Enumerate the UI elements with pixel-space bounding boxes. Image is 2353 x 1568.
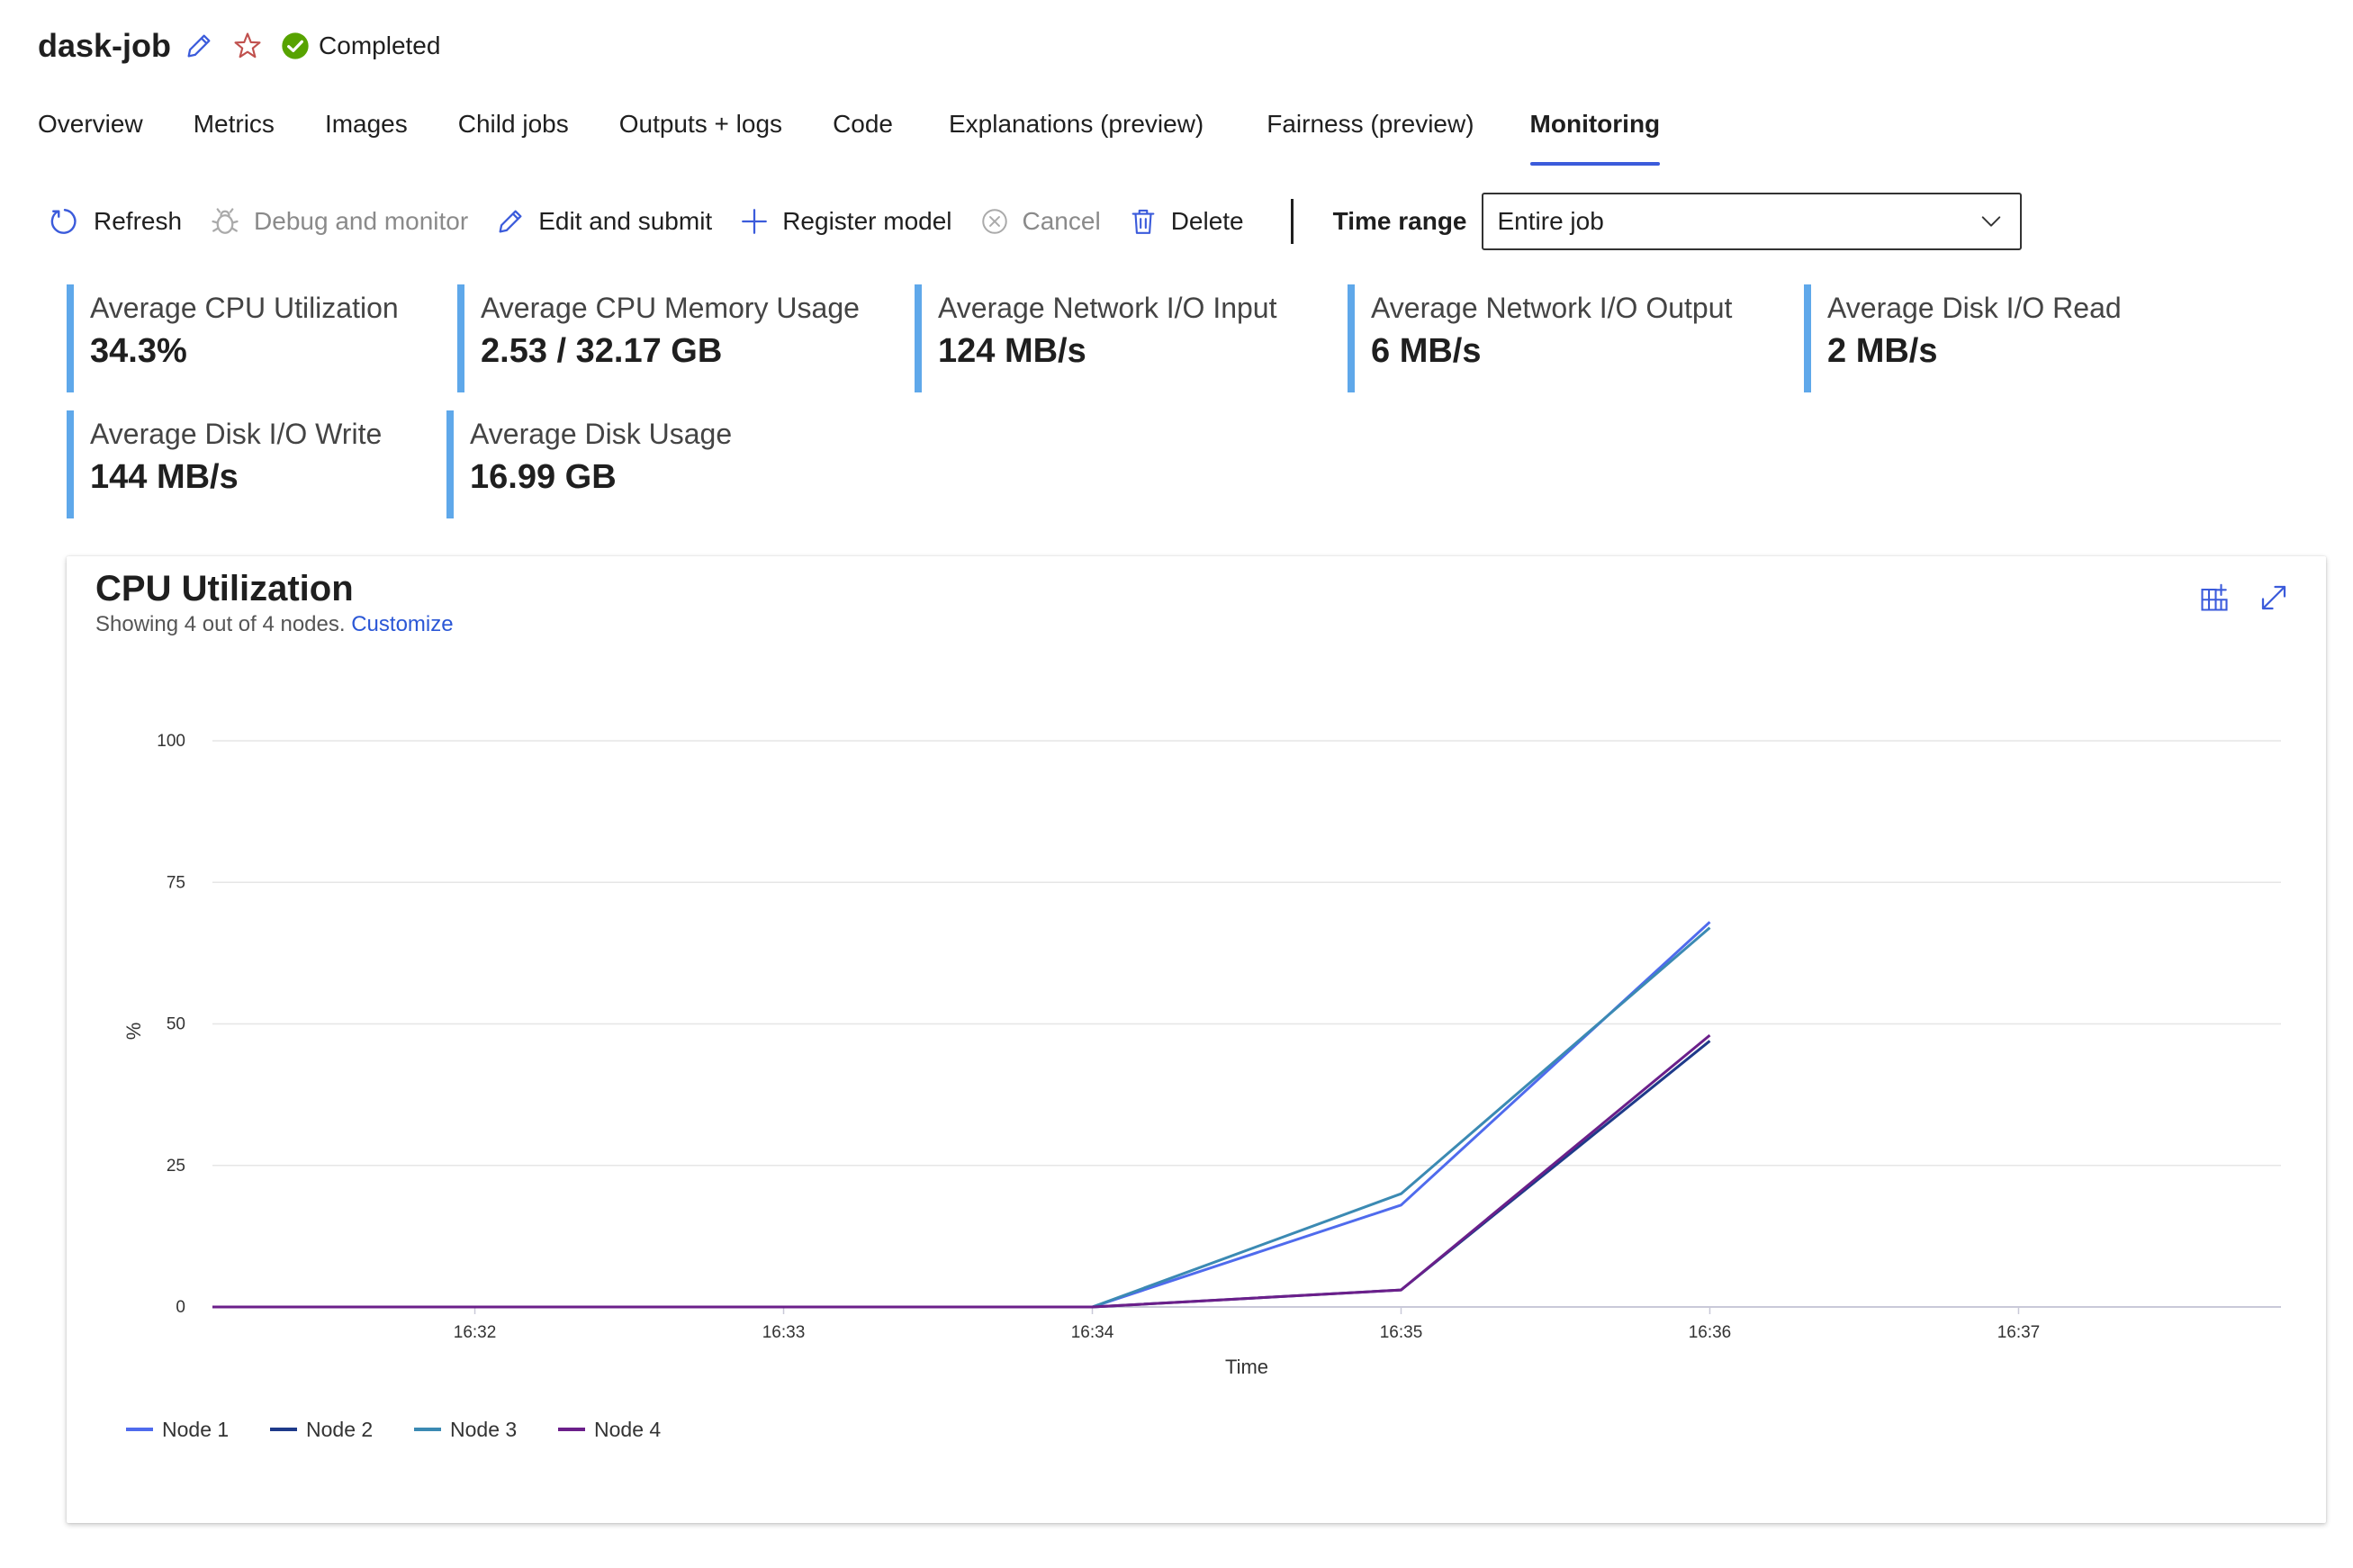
- trash-icon: [1131, 209, 1155, 234]
- metric-label: Average Disk I/O Write: [90, 418, 383, 450]
- time-range-value: Entire job: [1497, 207, 1604, 235]
- cpu-utilization-chart: 0 25 50 75 100 16:32 16:33 16:34 16:35 16:36 16:37…: [122, 732, 2281, 1441]
- metric-label: Average Network I/O Output: [1371, 292, 1733, 324]
- legend-label: Node 1: [162, 1418, 229, 1441]
- metric-label: Average Disk Usage: [470, 418, 733, 450]
- legend-label: Node 3: [450, 1418, 517, 1441]
- card-actions: [2198, 581, 2290, 614]
- plus-icon: [742, 209, 768, 234]
- metric-disk-read: Average Disk I/O Read 2 MB/s: [1804, 284, 2122, 392]
- metric-label: Average Network I/O Input: [938, 292, 1277, 324]
- metric-cpu-memory: Average CPU Memory Usage 2.53 / 32.17 GB: [457, 284, 860, 392]
- status-text: Completed: [319, 32, 441, 59]
- tab-metrics[interactable]: Metrics: [193, 110, 275, 138]
- check-circle-icon: [282, 32, 309, 59]
- y-tick-label: 75: [167, 873, 185, 892]
- register-model-button[interactable]: Register model: [739, 206, 952, 237]
- legend-label: Node 2: [306, 1418, 373, 1441]
- tab-explanations[interactable]: Explanations (preview): [949, 110, 1204, 138]
- metric-label: Average CPU Utilization: [90, 292, 399, 324]
- tab-fairness[interactable]: Fairness (preview): [1267, 110, 1474, 138]
- y-tick-label: 100: [157, 732, 185, 751]
- x-tick-label: 16:36: [1689, 1323, 1732, 1342]
- refresh-button[interactable]: Refresh: [49, 205, 182, 238]
- metric-value: 2 MB/s: [1827, 332, 1938, 370]
- y-tick-label: 50: [167, 1015, 185, 1034]
- command-bar: Refresh Debug and monitor Edit and submi…: [49, 193, 2022, 250]
- time-range-label: Time range: [1332, 207, 1467, 235]
- metric-value: 124 MB/s: [938, 332, 1086, 370]
- nodes-count-text: Showing 4 out of 4 nodes.: [95, 612, 346, 636]
- metric-label: Average Disk I/O Read: [1827, 292, 2122, 324]
- metric-value: 34.3%: [90, 332, 187, 370]
- metric-disk-write: Average Disk I/O Write 144 MB/s: [67, 410, 382, 518]
- x-tick-label: 16:34: [1071, 1323, 1114, 1342]
- cancel-circle-icon: [981, 209, 1007, 234]
- metric-network-output: Average Network I/O Output 6 MB/s: [1348, 284, 1732, 392]
- metric-label: Average CPU Memory Usage: [481, 292, 860, 324]
- chart-title: CPU Utilization: [95, 569, 354, 608]
- chevron-down-icon: [1981, 216, 2000, 227]
- tab-code[interactable]: Code: [833, 110, 893, 138]
- chart-subtitle: Showing 4 out of 4 nodes. Customize: [95, 612, 454, 637]
- expand-icon[interactable]: [2258, 581, 2290, 614]
- metric-value: 6 MB/s: [1371, 332, 1482, 370]
- metric-network-input: Average Network I/O Input 124 MB/s: [915, 284, 1276, 392]
- favorite-star-icon[interactable]: [232, 31, 263, 61]
- metric-value: 144 MB/s: [90, 458, 239, 496]
- delete-button[interactable]: Delete: [1128, 206, 1244, 237]
- delete-label: Delete: [1170, 207, 1244, 235]
- tab-child-jobs[interactable]: Child jobs: [457, 110, 569, 138]
- time-range-dropdown[interactable]: Entire job: [1481, 193, 2022, 250]
- customize-link[interactable]: Customize: [351, 612, 454, 636]
- x-tick-label: 16:33: [762, 1323, 806, 1342]
- status-badge: Completed: [281, 32, 440, 60]
- refresh-label: Refresh: [94, 207, 183, 235]
- x-tick-label: 16:37: [1997, 1323, 2041, 1342]
- toolbar-divider: [1290, 199, 1294, 244]
- job-title: dask-job: [38, 27, 172, 64]
- debug-monitor-label: Debug and monitor: [254, 207, 469, 235]
- series-line-node-2: [212, 1040, 1711, 1309]
- edit-submit-label: Edit and submit: [538, 207, 713, 235]
- legend-label: Node 4: [594, 1418, 661, 1441]
- refresh-icon: [50, 209, 77, 234]
- metric-value: 2.53 / 32.17 GB: [481, 332, 723, 370]
- bug-icon: [212, 208, 239, 234]
- y-tick-label: 25: [167, 1157, 185, 1176]
- cancel-button[interactable]: Cancel: [979, 206, 1101, 237]
- edit-submit-button[interactable]: Edit and submit: [495, 206, 712, 237]
- add-to-dashboard-icon[interactable]: [2198, 581, 2231, 614]
- register-model-label: Register model: [782, 207, 952, 235]
- y-tick-label: 0: [176, 1298, 185, 1317]
- edit-name-icon[interactable]: [184, 31, 214, 61]
- series-line-node-1: [212, 921, 1711, 1309]
- x-axis-title: Time: [1225, 1356, 1268, 1378]
- series-line-node-3: [212, 926, 1711, 1309]
- tab-overview[interactable]: Overview: [38, 110, 143, 138]
- metric-disk-usage: Average Disk Usage 16.99 GB: [446, 410, 732, 518]
- x-tick-label: 16:32: [454, 1323, 497, 1342]
- series-line-node-4: [212, 1033, 1711, 1309]
- tab-outputs-logs[interactable]: Outputs + logs: [618, 110, 783, 138]
- cpu-utilization-card: CPU Utilization Showing 4 out of 4 nodes…: [67, 556, 2326, 1523]
- pencil-icon: [499, 210, 522, 233]
- y-axis-title: %: [122, 1023, 145, 1041]
- tab-images[interactable]: Images: [324, 110, 408, 138]
- job-header: dask-job Completed: [38, 23, 440, 68]
- metric-value: 16.99 GB: [470, 458, 617, 496]
- tab-bar: Overview Metrics Images Child jobs Outpu…: [38, 101, 1660, 169]
- tab-monitoring[interactable]: Monitoring: [1529, 101, 1660, 169]
- cancel-label: Cancel: [1022, 207, 1101, 235]
- metric-cpu-utilization: Average CPU Utilization 34.3%: [67, 284, 399, 392]
- x-tick-label: 16:35: [1380, 1323, 1423, 1342]
- debug-monitor-button[interactable]: Debug and monitor: [209, 205, 468, 238]
